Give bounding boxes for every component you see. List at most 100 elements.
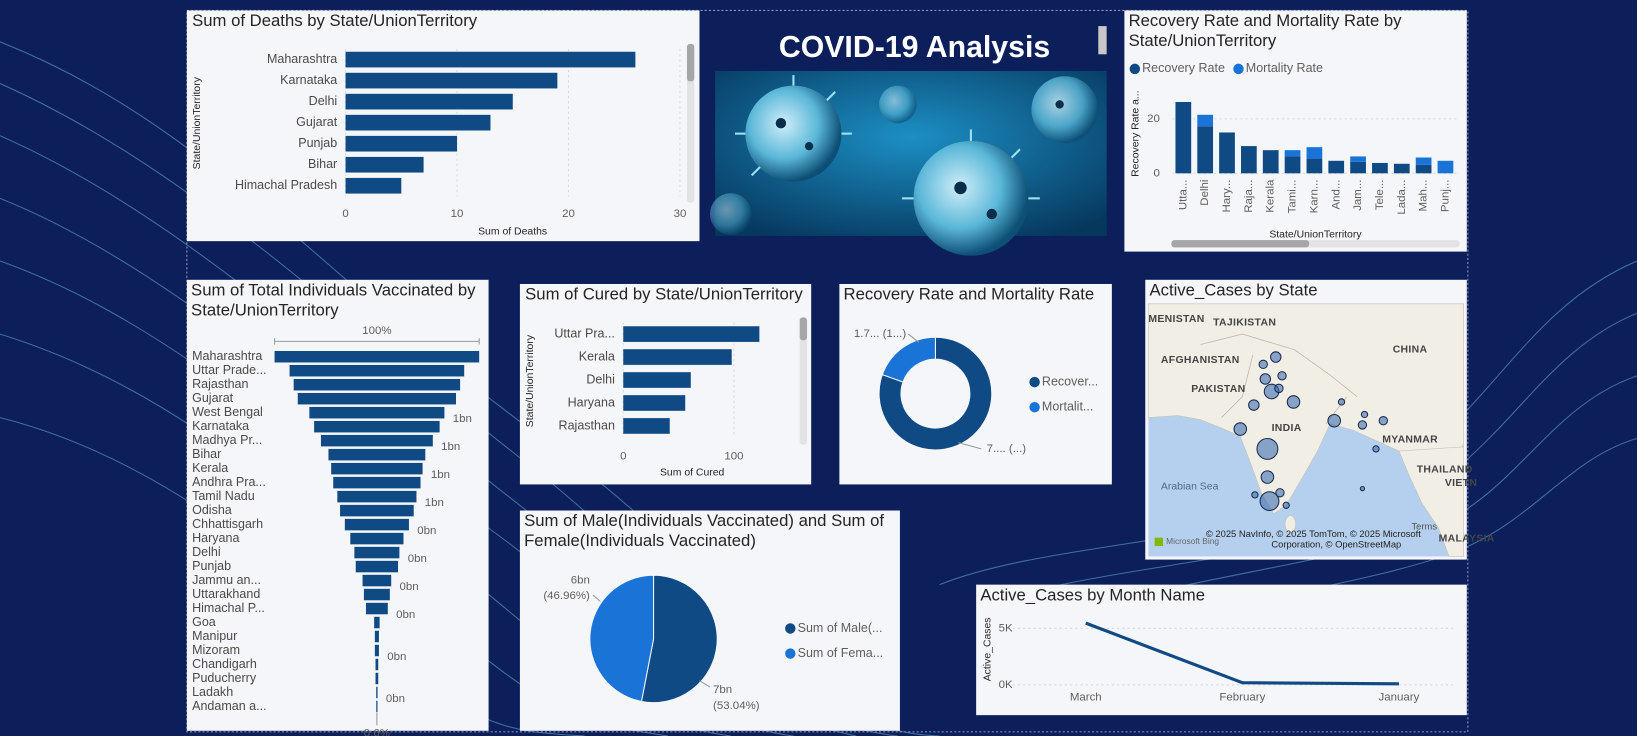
funnel-bar xyxy=(375,672,379,685)
y-tick-label: Karnataka xyxy=(280,73,337,87)
decor-bar xyxy=(1098,26,1107,55)
legend-marker xyxy=(1129,63,1141,75)
map-land xyxy=(1398,446,1465,557)
y-tick-label: 20 xyxy=(1147,113,1160,125)
dashboard-title: COVID-19 Analysis xyxy=(779,31,1050,64)
map-label: AFGHANISTAN xyxy=(1161,355,1240,366)
y-tick-label: Bihar xyxy=(308,157,337,171)
scrollbar[interactable] xyxy=(686,43,695,203)
funnel-bar xyxy=(365,602,388,615)
scrollbar-thumb[interactable] xyxy=(799,317,808,341)
bar-segment xyxy=(1372,162,1388,174)
category-label: Tamil Nadu xyxy=(192,489,255,503)
panel-title-box: Sum of Deaths by State/UnionTerritory xyxy=(192,13,477,31)
data-label: 0bn xyxy=(387,651,406,663)
y-tick-label: Delhi xyxy=(309,94,338,108)
y-tick-label: 5K xyxy=(999,622,1013,634)
leader-line xyxy=(699,680,711,688)
funnel-bar xyxy=(344,518,409,531)
funnel-bar xyxy=(293,378,461,391)
bar-segment xyxy=(1350,156,1366,162)
data-label: (46.96%) xyxy=(543,590,590,602)
x-tick-label: Punj... xyxy=(1439,180,1451,213)
bar xyxy=(623,372,691,388)
funnel-bar xyxy=(374,630,379,643)
bar-segment xyxy=(1306,147,1323,159)
panel-title: Recovery Rate and Mortality Rate xyxy=(843,286,1095,304)
funnel-bar xyxy=(362,574,392,587)
funnel-bar xyxy=(374,644,379,657)
bar xyxy=(345,177,402,194)
map-terms[interactable]: Terms xyxy=(1411,521,1437,532)
category-label: Himachal P... xyxy=(192,601,265,615)
data-label: 6bn xyxy=(571,574,590,586)
slice xyxy=(589,574,655,703)
canvas-border xyxy=(186,9,1469,733)
bar-segment xyxy=(1437,160,1454,174)
funnel-bottom-label: 0.6% xyxy=(364,728,390,736)
data-label: (53.04%) xyxy=(713,700,760,712)
bar-segment xyxy=(1197,126,1214,174)
legend-marker xyxy=(785,648,796,659)
y-tick-label: 0K xyxy=(999,679,1013,691)
funnel-top-label: 100% xyxy=(362,325,391,337)
category-label: Chhattisgarh xyxy=(192,517,263,531)
legend-label: Recovery Rate xyxy=(1142,61,1225,75)
y-tick-label: Kerala xyxy=(579,349,615,363)
x-tick-label: January xyxy=(1379,691,1420,703)
map: MENISTAN TAJIKISTAN AFGHANISTAN PAKISTAN… xyxy=(1148,303,1495,557)
funnel-bar xyxy=(274,350,480,363)
funnel-bar xyxy=(328,448,426,461)
scrollbar-thumb[interactable] xyxy=(1171,240,1310,248)
bar-segment xyxy=(1219,132,1235,174)
funnel-bar xyxy=(376,686,378,699)
axis-title: Recovery Rate a... xyxy=(1131,90,1142,176)
scrollbar[interactable] xyxy=(799,317,808,445)
panel-title: Active_Cases by Month Name xyxy=(980,586,1205,605)
legend-label: Mortalit... xyxy=(1042,399,1093,413)
bar xyxy=(623,395,686,411)
y-tick-label: Haryana xyxy=(568,395,615,409)
map-label: INDIA xyxy=(1272,423,1302,434)
funnel-bar xyxy=(350,532,404,545)
map-label: TAJIKISTAN xyxy=(1213,317,1276,328)
bar-segment xyxy=(1262,150,1279,174)
map-label: THAILAND xyxy=(1417,465,1473,476)
bar-segment xyxy=(1415,157,1432,165)
map-label: VIETN xyxy=(1445,478,1477,489)
x-tick-label: March xyxy=(1070,691,1102,703)
bar xyxy=(345,156,424,173)
bar-segment xyxy=(1241,146,1257,174)
funnel-bar xyxy=(314,420,440,433)
x-tick-label: 100 xyxy=(724,450,743,462)
axis-title: Active_Cases xyxy=(982,617,993,681)
map-land xyxy=(1284,515,1296,533)
funnel-bar xyxy=(374,616,380,629)
bar xyxy=(345,72,558,89)
bar xyxy=(345,93,513,110)
x-tick-label: 30 xyxy=(674,208,687,220)
axis-title: State/UnionTerritory xyxy=(525,334,536,427)
x-tick-label: Tami... xyxy=(1287,180,1299,214)
category-label: Andhra Pra... xyxy=(192,475,266,489)
bar xyxy=(345,135,458,152)
funnel-bar xyxy=(354,546,400,559)
category-label: West Bengal xyxy=(192,405,263,419)
funnel-bar xyxy=(309,406,445,419)
bar xyxy=(623,418,670,434)
legend-marker xyxy=(1029,401,1040,413)
data-label: 7.... (...) xyxy=(987,443,1027,455)
funnel-bar xyxy=(363,588,390,601)
map-label: CHINA xyxy=(1393,345,1428,356)
slice xyxy=(640,574,718,704)
category-label: Chandigarh xyxy=(192,657,257,671)
x-tick-label: 0 xyxy=(342,208,348,220)
map-label: Arabian Sea xyxy=(1161,481,1219,492)
category-label: Bihar xyxy=(192,447,221,461)
panel-title-box: Sum of Cured by State/UnionTerritory xyxy=(525,286,803,304)
scrollbar-thumb[interactable] xyxy=(686,43,695,82)
y-tick-label: Uttar Pra... xyxy=(554,326,615,340)
map-attribution[interactable]: Corporation, © OpenStreetMap xyxy=(1271,538,1401,549)
x-axis-title: Sum of Deaths xyxy=(478,227,547,238)
